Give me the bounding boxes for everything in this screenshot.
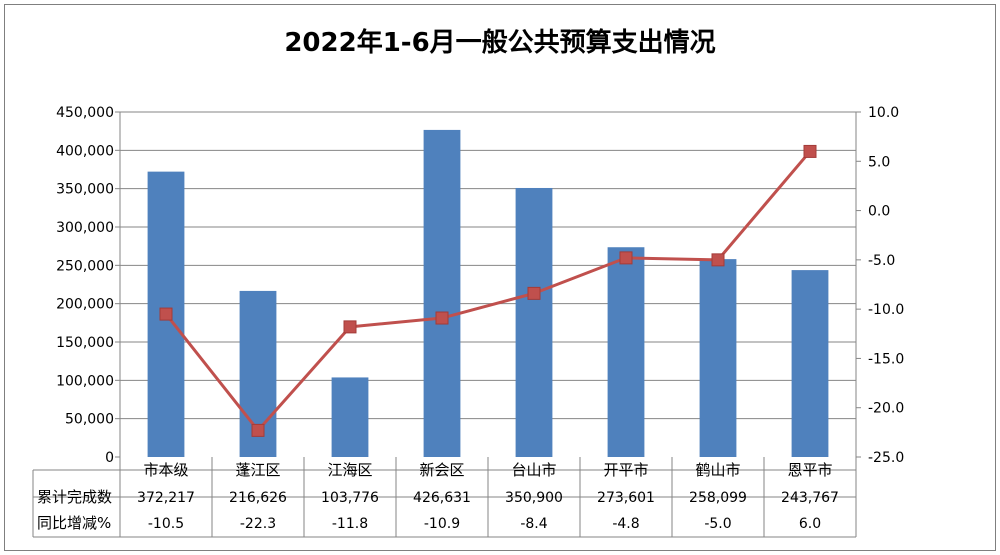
bar [423, 129, 461, 457]
x-tick-label: 市本级 [143, 461, 188, 479]
x-tick-label: 台山市 [511, 461, 556, 479]
x-tick-label: 新会区 [419, 461, 464, 479]
y-right-tick-label: -15.0 [868, 351, 904, 367]
chart-title: 2022年1-6月一般公共预算支出情况 [284, 27, 715, 58]
y-right-tick-label: 0.0 [868, 204, 890, 220]
y-right-tick-label: -10.0 [868, 302, 904, 318]
table-row-header: 同比增减% [37, 514, 111, 532]
table-cell: -8.4 [520, 516, 547, 532]
y-left-tick-label: 150,000 [56, 335, 114, 351]
y-left-tick-label: 50,000 [65, 412, 114, 428]
y-left-tick-label: 200,000 [56, 297, 114, 313]
table-cell: 273,601 [597, 490, 655, 506]
table-cell: -5.0 [704, 516, 731, 532]
line-marker [527, 286, 541, 300]
table-cell: 372,217 [137, 490, 195, 506]
bar [515, 187, 553, 457]
y-left-tick-label: 0 [105, 450, 114, 466]
y-left-tick-label: 100,000 [56, 373, 114, 389]
bar [607, 247, 645, 457]
line-marker [711, 253, 725, 267]
y-right-tick-label: -5.0 [868, 253, 895, 269]
line-marker [619, 251, 633, 265]
y-left-tick-label: 450,000 [56, 105, 114, 121]
y-right-tick-label: 10.0 [868, 105, 899, 121]
line-marker [343, 320, 357, 334]
y-left-tick-label: 400,000 [56, 143, 114, 159]
y-left-tick-label: 300,000 [56, 220, 114, 236]
plot-area: 0 50,000 100,000 150,000 200,000 250,000 300,0… [32, 105, 904, 538]
y-right-tick-label: -20.0 [868, 401, 904, 417]
bar [331, 377, 369, 457]
table-cell: -10.5 [148, 516, 184, 532]
table-cell: -10.9 [424, 516, 460, 532]
y-left-tick-label: 250,000 [56, 258, 114, 274]
x-tick-label: 恩平市 [787, 461, 832, 479]
line-marker [251, 423, 265, 437]
bar [699, 259, 737, 457]
table-cell: -11.8 [332, 516, 368, 532]
y-right-tick-label: -25.0 [868, 450, 904, 466]
line-marker [803, 144, 817, 158]
table-cell: -4.8 [612, 516, 639, 532]
table-cell: 258,099 [689, 490, 747, 506]
y-left-tick-label: 350,000 [56, 182, 114, 198]
x-tick-label: 鹤山市 [695, 461, 740, 479]
table-cell: 103,776 [321, 490, 379, 506]
x-tick-label: 蓬江区 [235, 461, 280, 479]
x-tick-label: 开平市 [603, 461, 648, 479]
table-cell: 6.0 [799, 516, 821, 532]
series-line [164, 150, 812, 432]
x-tick-label: 江海区 [327, 461, 372, 479]
y-right-tick-label: 5.0 [868, 154, 890, 170]
bar [791, 270, 829, 457]
line-marker [159, 307, 173, 321]
table-cell: 243,767 [781, 490, 839, 506]
table-cell: 350,900 [505, 490, 563, 506]
table-cell: -22.3 [240, 516, 276, 532]
table-cell: 216,626 [229, 490, 287, 506]
table-row-header: 累计完成数 [37, 488, 112, 506]
line-marker [435, 311, 449, 325]
table-cell: 426,631 [413, 490, 471, 506]
